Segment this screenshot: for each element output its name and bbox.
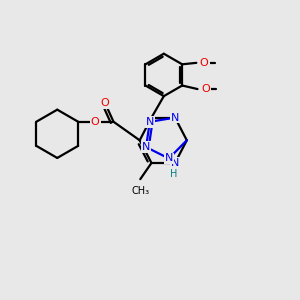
Text: O: O [91, 117, 100, 127]
Text: N: N [142, 142, 150, 152]
Text: H: H [170, 169, 177, 179]
Text: N: N [165, 154, 173, 164]
Text: O: O [200, 58, 208, 68]
Text: O: O [201, 84, 210, 94]
Text: O: O [101, 98, 110, 109]
Text: N: N [171, 112, 179, 123]
Text: CH₃: CH₃ [131, 186, 149, 196]
Text: N: N [146, 117, 154, 127]
Text: N: N [171, 158, 179, 168]
